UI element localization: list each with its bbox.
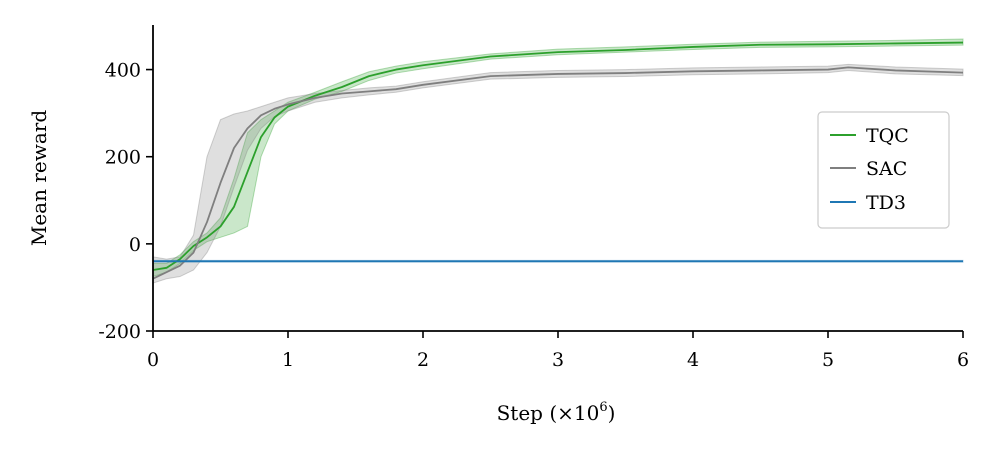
line-tqc <box>152 41 964 271</box>
x-axis-title: Step (×106) <box>497 400 616 425</box>
band-tqc <box>152 38 964 278</box>
legend-label-tqc: TQC <box>866 125 909 147</box>
band-sac <box>152 63 964 284</box>
y-ticks: -200 0 200 400 <box>98 60 153 343</box>
x-tick-label-6: 6 <box>957 349 969 371</box>
y-tick-label-0: -200 <box>98 321 141 343</box>
x-tick-label-5: 5 <box>822 349 834 371</box>
x-tick-label-1: 1 <box>282 349 294 371</box>
legend-label-td3: TD3 <box>866 192 906 214</box>
series-lines <box>152 41 964 280</box>
y-tick-label-1: 0 <box>129 234 141 256</box>
y-tick-label-3: 400 <box>105 60 141 82</box>
legend: TQC SAC TD3 <box>817 111 950 229</box>
x-tick-label-3: 3 <box>552 349 564 371</box>
x-tick-label-4: 4 <box>687 349 699 371</box>
legend-box <box>817 111 950 229</box>
x-tick-label-0: 0 <box>147 349 159 371</box>
y-axis-title: Mean reward <box>27 110 51 246</box>
y-tick-label-2: 200 <box>105 147 141 169</box>
line-sac <box>152 66 964 280</box>
x-ticks: 0 1 2 3 4 5 6 <box>147 331 969 371</box>
x-tick-label-2: 2 <box>417 349 429 371</box>
legend-label-sac: SAC <box>866 158 907 180</box>
